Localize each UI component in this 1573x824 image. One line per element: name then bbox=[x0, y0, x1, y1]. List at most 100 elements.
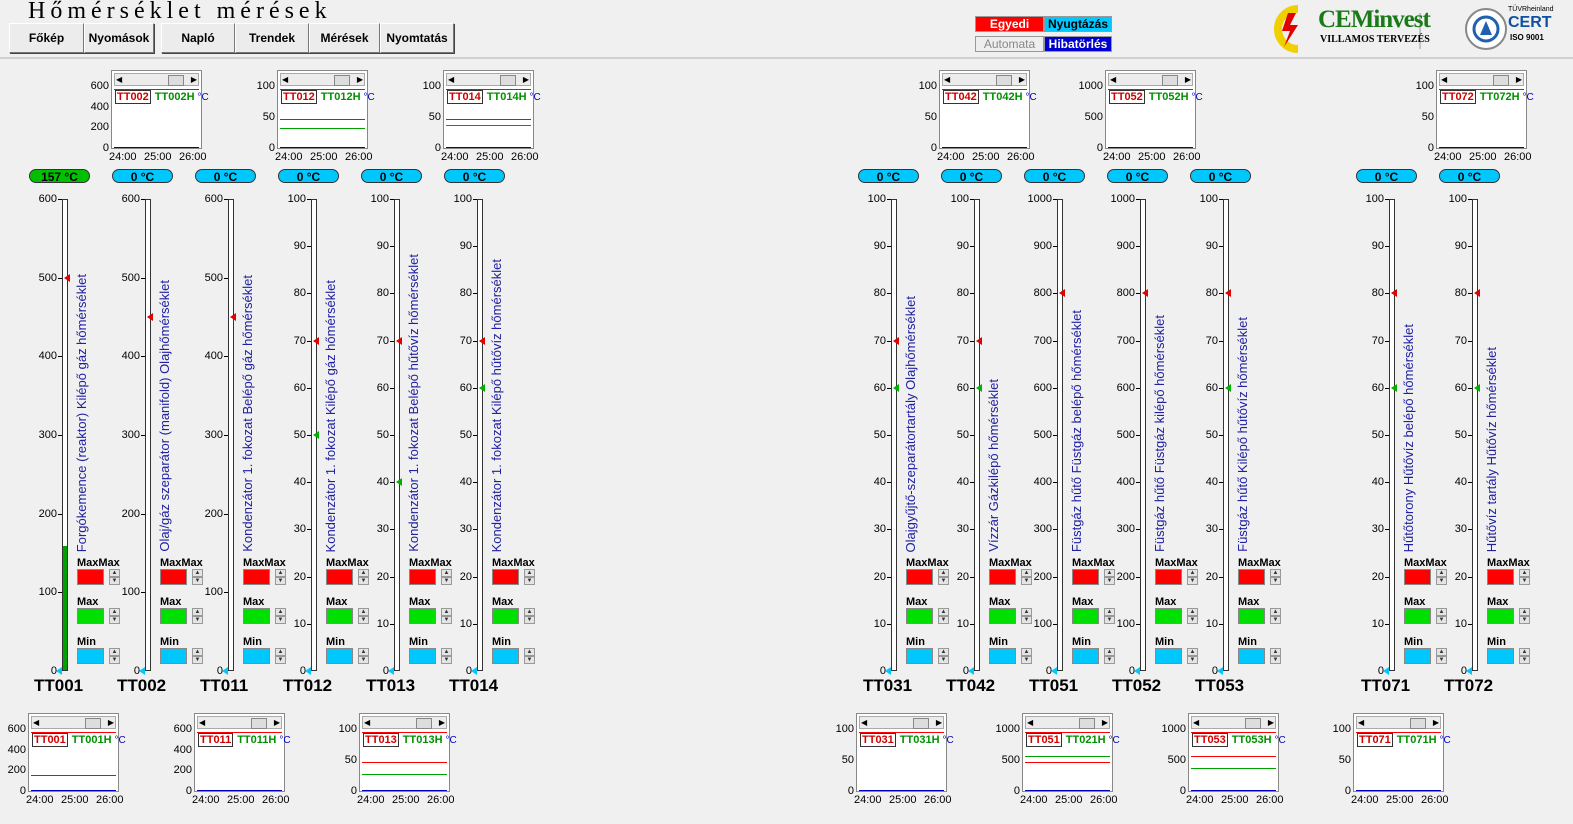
maxmax-setpoint-field[interactable] bbox=[492, 569, 519, 585]
spin-down-icon[interactable]: ▼ bbox=[1519, 577, 1530, 585]
max-spinner[interactable]: ▲ ▼ bbox=[1519, 608, 1530, 624]
spin-up-icon[interactable]: ▲ bbox=[358, 608, 369, 616]
spin-up-icon[interactable]: ▲ bbox=[1187, 569, 1198, 577]
scroll-thumb[interactable] bbox=[500, 75, 516, 86]
trend-scrollbar[interactable]: ◀ ▶ bbox=[859, 716, 944, 729]
scroll-right-icon[interactable]: ▶ bbox=[1184, 75, 1191, 84]
spin-down-icon[interactable]: ▼ bbox=[524, 577, 535, 585]
min-setpoint-field[interactable] bbox=[1238, 648, 1265, 664]
min-spinner[interactable]: ▲ ▼ bbox=[1021, 648, 1032, 664]
spin-down-icon[interactable]: ▼ bbox=[1519, 656, 1530, 664]
scroll-right-icon[interactable]: ▶ bbox=[273, 718, 280, 727]
scroll-thumb[interactable] bbox=[1162, 75, 1178, 86]
spin-down-icon[interactable]: ▼ bbox=[1270, 577, 1281, 585]
spin-down-icon[interactable]: ▼ bbox=[441, 577, 452, 585]
spin-up-icon[interactable]: ▲ bbox=[192, 608, 203, 616]
min-spinner[interactable]: ▲ ▼ bbox=[1519, 648, 1530, 664]
spin-up-icon[interactable]: ▲ bbox=[1021, 569, 1032, 577]
scroll-left-icon[interactable]: ◀ bbox=[944, 75, 951, 84]
scroll-thumb[interactable] bbox=[168, 75, 184, 86]
maxmax-spinner[interactable]: ▲ ▼ bbox=[441, 569, 452, 585]
spin-down-icon[interactable]: ▼ bbox=[938, 656, 949, 664]
spin-up-icon[interactable]: ▲ bbox=[1270, 648, 1281, 656]
max-setpoint-field[interactable] bbox=[77, 608, 104, 624]
spin-down-icon[interactable]: ▼ bbox=[1436, 656, 1447, 664]
trend-scrollbar[interactable]: ◀ ▶ bbox=[1025, 716, 1110, 729]
min-setpoint-field[interactable] bbox=[1155, 648, 1182, 664]
trend-chart-tt071[interactable]: ◀ ▶ TT071 TT071H °C 100 50 0 24:00 25:00 26:00 bbox=[1325, 713, 1451, 806]
scroll-thumb[interactable] bbox=[334, 75, 350, 86]
spin-down-icon[interactable]: ▼ bbox=[358, 656, 369, 664]
max-spinner[interactable]: ▲ ▼ bbox=[109, 608, 120, 624]
scroll-right-icon[interactable]: ▶ bbox=[1267, 718, 1274, 727]
trend-scrollbar[interactable]: ◀ ▶ bbox=[1439, 73, 1524, 86]
spin-up-icon[interactable]: ▲ bbox=[275, 569, 286, 577]
trend-scrollbar[interactable]: ◀ ▶ bbox=[114, 73, 199, 86]
spin-down-icon[interactable]: ▼ bbox=[109, 577, 120, 585]
spin-down-icon[interactable]: ▼ bbox=[938, 577, 949, 585]
spin-up-icon[interactable]: ▲ bbox=[1270, 569, 1281, 577]
min-spinner[interactable]: ▲ ▼ bbox=[192, 648, 203, 664]
trend-scrollbar[interactable]: ◀ ▶ bbox=[1108, 73, 1193, 86]
spin-down-icon[interactable]: ▼ bbox=[275, 656, 286, 664]
spin-down-icon[interactable]: ▼ bbox=[1187, 656, 1198, 664]
scroll-left-icon[interactable]: ◀ bbox=[448, 75, 455, 84]
maxmax-setpoint-field[interactable] bbox=[77, 569, 104, 585]
nyugtazas-button[interactable]: Nyugtázás bbox=[1044, 16, 1112, 32]
spin-up-icon[interactable]: ▲ bbox=[1104, 608, 1115, 616]
trend-scrollbar[interactable]: ◀ ▶ bbox=[1191, 716, 1276, 729]
spin-up-icon[interactable]: ▲ bbox=[938, 569, 949, 577]
scroll-right-icon[interactable]: ▶ bbox=[356, 75, 363, 84]
trend-scrollbar[interactable]: ◀ ▶ bbox=[446, 73, 531, 86]
trend-chart-tt053[interactable]: ◀ ▶ TT053 TT053H °C 1000 500 0 24:00 25:00 26:00 bbox=[1160, 713, 1286, 806]
scroll-right-icon[interactable]: ▶ bbox=[1432, 718, 1439, 727]
nav-naplo-button[interactable]: Napló bbox=[161, 23, 235, 53]
spin-up-icon[interactable]: ▲ bbox=[1519, 648, 1530, 656]
scroll-thumb[interactable] bbox=[913, 718, 929, 729]
min-setpoint-field[interactable] bbox=[1404, 648, 1431, 664]
spin-down-icon[interactable]: ▼ bbox=[441, 616, 452, 624]
spin-up-icon[interactable]: ▲ bbox=[109, 648, 120, 656]
spin-down-icon[interactable]: ▼ bbox=[1021, 656, 1032, 664]
trend-chart-tt014[interactable]: ◀ ▶ TT014 TT014H °C 100 50 0 24:00 25:00 26:00 bbox=[415, 70, 541, 163]
spin-down-icon[interactable]: ▼ bbox=[1270, 616, 1281, 624]
spin-up-icon[interactable]: ▲ bbox=[1270, 608, 1281, 616]
maxmax-setpoint-field[interactable] bbox=[1072, 569, 1099, 585]
spin-up-icon[interactable]: ▲ bbox=[1104, 648, 1115, 656]
maxmax-spinner[interactable]: ▲ ▼ bbox=[1021, 569, 1032, 585]
max-setpoint-field[interactable] bbox=[243, 608, 270, 624]
maxmax-spinner[interactable]: ▲ ▼ bbox=[192, 569, 203, 585]
spin-down-icon[interactable]: ▼ bbox=[1187, 577, 1198, 585]
scroll-thumb[interactable] bbox=[1493, 75, 1509, 86]
trend-chart-tt072[interactable]: ◀ ▶ TT072 TT072H °C 100 50 0 24:00 25:00 26:00 bbox=[1408, 70, 1534, 163]
scroll-thumb[interactable] bbox=[1245, 718, 1261, 729]
spin-up-icon[interactable]: ▲ bbox=[524, 569, 535, 577]
scroll-right-icon[interactable]: ▶ bbox=[1101, 718, 1108, 727]
scroll-thumb[interactable] bbox=[416, 718, 432, 729]
spin-up-icon[interactable]: ▲ bbox=[938, 648, 949, 656]
scroll-right-icon[interactable]: ▶ bbox=[935, 718, 942, 727]
spin-up-icon[interactable]: ▲ bbox=[358, 648, 369, 656]
spin-down-icon[interactable]: ▼ bbox=[1104, 656, 1115, 664]
spin-down-icon[interactable]: ▼ bbox=[358, 616, 369, 624]
maxmax-setpoint-field[interactable] bbox=[1404, 569, 1431, 585]
spin-up-icon[interactable]: ▲ bbox=[441, 608, 452, 616]
spin-up-icon[interactable]: ▲ bbox=[109, 608, 120, 616]
trend-chart-tt011[interactable]: ◀ ▶ TT011 TT011H °C 600 400 200 0 24:00 25:00 26:00 bbox=[166, 713, 291, 806]
nav-trendek-button[interactable]: Trendek bbox=[235, 23, 309, 53]
scroll-left-icon[interactable]: ◀ bbox=[116, 75, 123, 84]
scroll-thumb[interactable] bbox=[85, 718, 101, 729]
min-spinner[interactable]: ▲ ▼ bbox=[275, 648, 286, 664]
spin-up-icon[interactable]: ▲ bbox=[524, 608, 535, 616]
scroll-right-icon[interactable]: ▶ bbox=[1018, 75, 1025, 84]
scroll-left-icon[interactable]: ◀ bbox=[1441, 75, 1448, 84]
max-spinner[interactable]: ▲ ▼ bbox=[1436, 608, 1447, 624]
max-spinner[interactable]: ▲ ▼ bbox=[1270, 608, 1281, 624]
scroll-thumb[interactable] bbox=[1079, 718, 1095, 729]
max-spinner[interactable]: ▲ ▼ bbox=[1187, 608, 1198, 624]
min-setpoint-field[interactable] bbox=[989, 648, 1016, 664]
min-spinner[interactable]: ▲ ▼ bbox=[524, 648, 535, 664]
spin-up-icon[interactable]: ▲ bbox=[1519, 569, 1530, 577]
scroll-left-icon[interactable]: ◀ bbox=[33, 718, 40, 727]
spin-up-icon[interactable]: ▲ bbox=[1436, 608, 1447, 616]
